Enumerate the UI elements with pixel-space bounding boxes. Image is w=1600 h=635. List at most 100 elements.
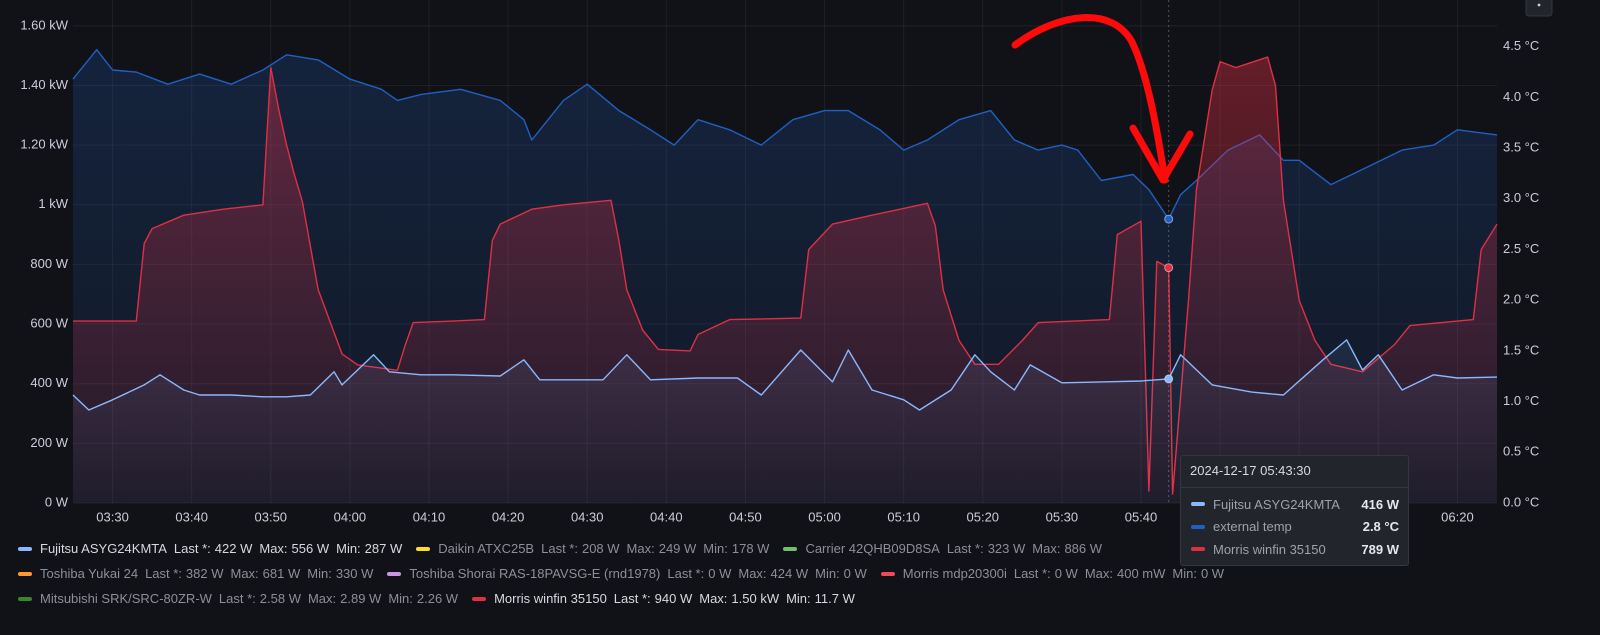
tooltip-swatch <box>1191 547 1205 551</box>
legend-item[interactable]: Fujitsu ASYG24KMTA Last *: 422 W Max: 556 W M… <box>18 541 402 556</box>
y2-tick-label: 4.5 °C <box>1503 38 1539 53</box>
tooltip-time: 2024-12-17 05:43:30 <box>1190 463 1311 478</box>
y2-tick-label: 4.0 °C <box>1503 89 1539 104</box>
x-tick-label: 04:50 <box>729 509 762 524</box>
tooltip: 2024-12-17 05:43:30 Fujitsu ASYG24KMTA 41… <box>1180 455 1409 566</box>
legend-stat-value: 208 W <box>581 541 620 556</box>
legend-stat-value: 940 W <box>654 591 693 606</box>
y-tick-label: 800 W <box>30 256 68 271</box>
legend-stat-value: 178 W <box>731 541 770 556</box>
legend-stat-value: 0 W <box>708 566 732 581</box>
x-tick-label: 03:40 <box>175 509 208 524</box>
legend-item[interactable]: Morris winfin 35150 Last *: 940 W Max: 1.50 … <box>472 591 855 606</box>
tooltip-divider <box>1181 487 1408 488</box>
x-tick-label: 03:50 <box>255 509 288 524</box>
legend-item[interactable]: Morris mdp20300i Last *: 0 W Max: 400 mW Min:… <box>880 566 1225 581</box>
legend-name: Toshiba Yukai 24 <box>40 566 139 581</box>
legend-item[interactable]: Carrier 42QHB09D8SA Last *: 323 W Max: 886 W <box>783 541 1102 556</box>
tooltip-name: Fujitsu ASYG24KMTA <box>1213 496 1340 512</box>
y-tick-label: 1.40 kW <box>20 77 68 92</box>
legend-stat-label: Max: <box>259 541 288 556</box>
tooltip-swatch <box>1191 502 1205 506</box>
legend-stat-value: 382 W <box>185 566 224 581</box>
y-tick-label: 400 W <box>30 375 68 390</box>
legend-name: Mitsubishi SRK/SRC-80ZR-W <box>40 591 212 606</box>
legend-stat-value: 11.7 W <box>814 591 855 606</box>
tooltip-swatch <box>1191 524 1205 529</box>
x-tick-label: 04:10 <box>413 509 446 524</box>
x-tick-label: 05:30 <box>1046 509 1079 524</box>
x-tick-label: 05:40 <box>1125 509 1158 524</box>
legend-stat-label: Last *: <box>1013 566 1051 581</box>
y-tick-label: 200 W <box>30 435 68 450</box>
y-tick-label: 600 W <box>30 315 68 330</box>
legend-stat-label: Max: <box>699 591 728 606</box>
legend-item[interactable]: Toshiba Shorai RAS-18PAVSG-E (rnd1978) La… <box>387 566 867 581</box>
y2-tick-label: 3.0 °C <box>1503 190 1539 205</box>
legend-stat-label: Min: <box>815 566 840 581</box>
legend-stat-value: 2.58 W <box>259 591 301 606</box>
x-tick-label: 04:40 <box>650 509 683 524</box>
legend-swatch <box>18 596 32 601</box>
series-line <box>73 56 1498 495</box>
tooltip-row: Fujitsu ASYG24KMTA 416 W <box>1191 494 1399 514</box>
legend-stat-value: 249 W <box>658 541 697 556</box>
y2-tick-label: 1.0 °C <box>1503 393 1539 408</box>
legend-stat-label: Min: <box>1172 566 1197 581</box>
annotation-arrow <box>1011 14 1169 184</box>
legend-name: Morris mdp20300i <box>902 566 1007 581</box>
x-tick-label: 04:30 <box>571 509 604 524</box>
legend-swatch <box>472 596 487 601</box>
legend-swatch <box>18 546 32 551</box>
legend-stat-label: Max: <box>1084 566 1113 581</box>
chart: 0 W 200 W 400 W 600 W 800 W 1 kW 1.20 kW 1.40 k… <box>20 0 1553 524</box>
legend-stat-label: Min: <box>786 591 811 606</box>
y2-tick-label: 0.0 °C <box>1503 494 1539 509</box>
legend-stat-label: Last *: <box>218 591 256 606</box>
x-tick-label: 04:20 <box>492 509 525 524</box>
legend-stat-label: Last *: <box>613 591 651 606</box>
legend-stat-value: 330 W <box>335 566 374 581</box>
menu-dot <box>1537 3 1541 7</box>
tooltip-row: external temp 2.8 °C <box>1191 517 1399 537</box>
legend-item[interactable]: Toshiba Yukai 24 Last *: 382 W Max: 681 W Min… <box>18 566 373 581</box>
legend-stat-label: Min: <box>388 591 413 606</box>
legend-stat-label: Last *: <box>946 541 984 556</box>
menu-button[interactable] <box>1525 0 1553 17</box>
legend-swatch <box>416 546 431 551</box>
y2-tick-label: 2.5 °C <box>1503 241 1539 256</box>
x-tick-label: 03:30 <box>96 509 129 524</box>
legend-stat-label: Min: <box>336 541 361 556</box>
y-tick-label: 1 kW <box>38 196 68 211</box>
y2-tick-label: 3.5 °C <box>1503 140 1539 155</box>
legend-item[interactable]: Mitsubishi SRK/SRC-80ZR-W Last *: 2.58 W Ma… <box>18 591 458 606</box>
annotation-arrowhead <box>1129 124 1194 184</box>
tooltip-value: 789 W <box>1361 541 1399 557</box>
legend-stat-value: 2.89 W <box>340 591 382 606</box>
x-tick-label: 04:00 <box>334 509 367 524</box>
x-tick-label: 05:10 <box>887 509 920 524</box>
legend-name: Fujitsu ASYG24KMTA <box>40 541 167 556</box>
hover-point <box>1164 214 1174 224</box>
series-line <box>72 339 1498 411</box>
tooltip-name: Morris winfin 35150 <box>1213 541 1326 557</box>
legend-item[interactable]: Daikin ATXC25B Last *: 208 W Max: 249 W Min: 1… <box>416 541 769 556</box>
legend-stat-value: 2.26 W <box>416 591 459 606</box>
legend-stat-label: Last *: <box>541 541 578 556</box>
legend-stat-value: 400 mW <box>1117 566 1166 581</box>
legend-row: Mitsubishi SRK/SRC-80ZR-W Last *: 2.58 W Ma… <box>18 586 1238 611</box>
legend-name: Daikin ATXC25B <box>438 541 535 556</box>
legend-stat-label: Max: <box>626 541 655 556</box>
legend-swatch <box>783 546 798 551</box>
tooltip-name: external temp <box>1213 519 1292 534</box>
y-tick-label: 1.60 kW <box>20 17 68 32</box>
tooltip-row: Morris winfin 35150 789 W <box>1191 539 1399 559</box>
legend-row: Toshiba Yukai 24 Last *: 382 W Max: 681 W Min… <box>18 561 1238 586</box>
hover-point <box>1164 374 1174 384</box>
legend-stat-value: 287 W <box>364 541 403 556</box>
legend-stat-value: 0 W <box>1200 566 1225 581</box>
legend-swatch <box>880 571 895 576</box>
hover-point <box>1164 263 1174 273</box>
x-tick-label: 05:20 <box>967 509 1000 524</box>
y-tick-label: 1.20 kW <box>20 137 68 152</box>
